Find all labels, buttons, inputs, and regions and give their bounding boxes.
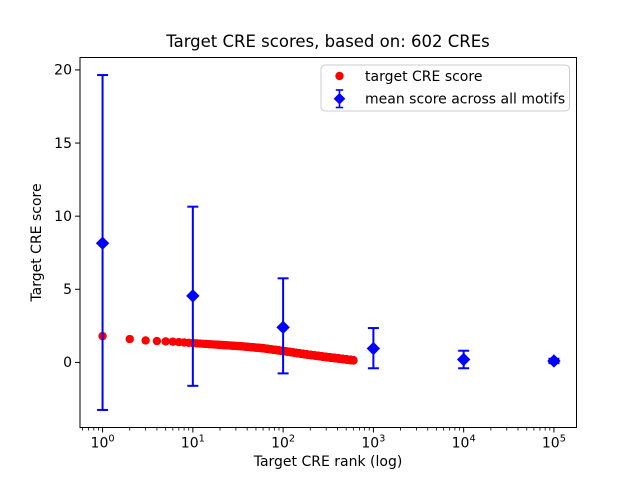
axes-layer: 0 5 10 15 20 100 101 102 103 104 105 [54, 57, 577, 452]
x-tick-label: 100 [91, 434, 115, 452]
mean-score-point [276, 320, 290, 335]
mean-score-point [186, 289, 200, 303]
legend: target CRE score mean score across all m… [320, 64, 570, 112]
target-score-point [161, 337, 170, 346]
mean-score-series [95, 74, 561, 411]
x-axis-label: Target CRE rank (log) [253, 454, 403, 470]
target-cre-score-series [98, 331, 358, 365]
mean-score-point [456, 352, 471, 367]
legend-box [320, 64, 570, 112]
y-axis-label: Target CRE score [29, 183, 45, 302]
y-tick-label: 10 [54, 209, 72, 225]
target-score-point [152, 336, 162, 346]
legend-blue-diamond-marker [333, 89, 346, 109]
legend-label-mean-score: mean score across all motifs [365, 92, 565, 108]
x-tick-label: 102 [271, 434, 295, 452]
legend-label-target-cre-score: target CRE score [365, 69, 482, 85]
axes-frame [79, 57, 577, 428]
x-tick-label: 101 [181, 434, 205, 452]
y-tick-label: 0 [63, 355, 72, 371]
y-tick-label: 15 [54, 136, 72, 152]
x-tick-label: 105 [542, 434, 566, 452]
mean-score-point [547, 354, 561, 368]
target-score-point [141, 336, 150, 345]
mean-score-point [366, 341, 381, 356]
mean-score-point [95, 236, 110, 250]
y-tick-label: 5 [63, 282, 72, 298]
target-score-point [349, 356, 358, 365]
x-tick-label: 103 [361, 434, 385, 452]
x-tick-label: 104 [452, 434, 476, 452]
target-score-point [125, 334, 134, 344]
target-score-point [168, 337, 178, 346]
legend-red-dot-marker [335, 71, 344, 81]
y-tick-label: 20 [54, 63, 72, 79]
chart-title: Target CRE scores, based on: 602 CREs [165, 32, 490, 51]
